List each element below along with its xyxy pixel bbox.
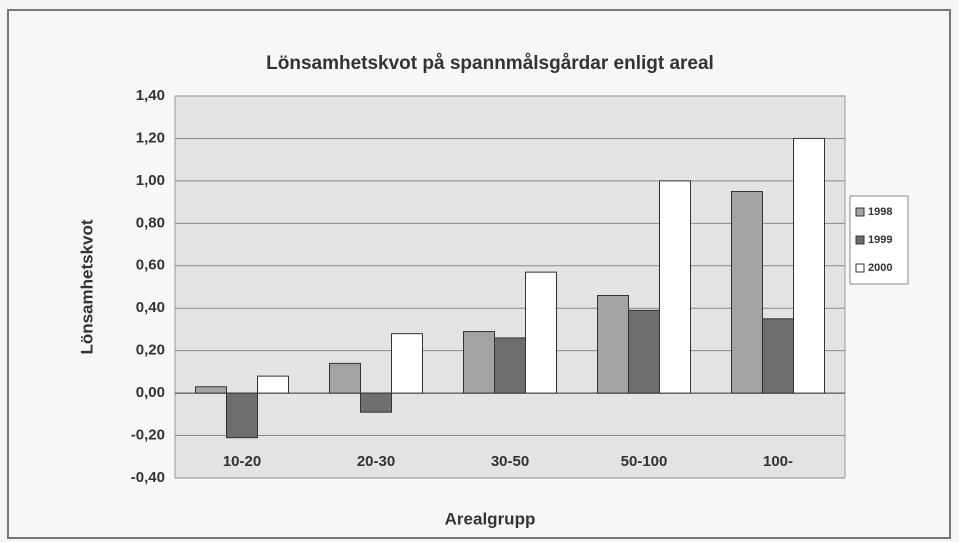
bar (226, 392, 258, 439)
bar (628, 309, 660, 394)
y-tick-label: -0,20 (131, 427, 165, 444)
legend-swatch (855, 235, 865, 245)
y-tick-label: 0,00 (136, 384, 165, 401)
y-tick-label: 0,20 (136, 342, 165, 359)
x-tick-label: 100- (763, 453, 793, 470)
legend-label: 1998 (868, 206, 892, 218)
y-tick-label: 1,00 (136, 172, 165, 189)
x-tick-label: 30-50 (491, 453, 529, 470)
y-tick-label: 1,20 (136, 129, 165, 146)
bar (463, 331, 495, 394)
bar (391, 333, 423, 394)
y-tick-label: 0,80 (136, 214, 165, 231)
x-tick-label: 10-20 (223, 453, 261, 470)
bar (762, 318, 794, 394)
bar (329, 362, 361, 394)
bar (597, 294, 629, 394)
y-tick-label: -0,40 (131, 469, 165, 486)
x-axis-label: Arealgrupp (445, 509, 536, 528)
y-tick-label: 0,60 (136, 257, 165, 274)
bar (525, 271, 557, 394)
bar (731, 191, 763, 394)
y-tick-label: 0,40 (136, 299, 165, 316)
chart-title: Lönsamhetskvot på spannmålsgårdar enligt… (266, 53, 714, 74)
x-tick-label: 50-100 (621, 453, 668, 470)
y-tick-label: 1,40 (136, 87, 165, 104)
legend-label: 1999 (868, 234, 892, 246)
legend-swatch (855, 207, 865, 217)
legend-label: 2000 (868, 262, 892, 274)
x-tick-label: 20-30 (357, 453, 395, 470)
legend-swatch (855, 263, 865, 273)
bar (257, 375, 289, 394)
bar (360, 392, 392, 413)
bar (494, 337, 526, 394)
bar (195, 386, 227, 394)
bar (659, 180, 691, 394)
y-axis-label: Lönsamhetskvot (77, 219, 96, 354)
bar (793, 137, 825, 394)
